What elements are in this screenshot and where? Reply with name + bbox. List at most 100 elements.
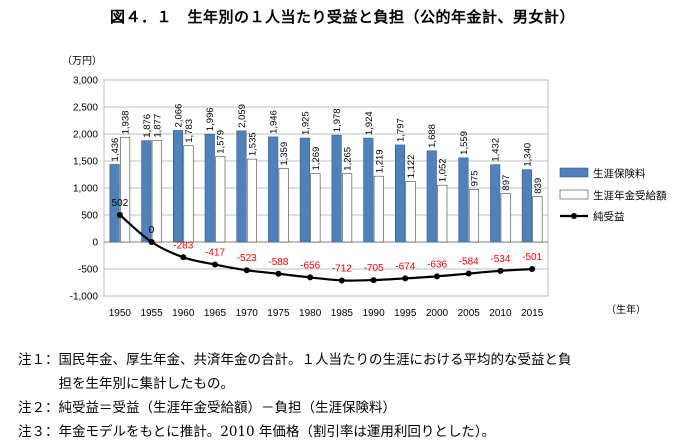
y-tick-label: -500	[78, 265, 98, 276]
legend-swatch-benefit	[559, 189, 589, 200]
net-benefit-point	[370, 277, 377, 284]
bar-premium	[331, 134, 342, 243]
legend-label-benefit: 生涯年金受給額	[593, 189, 667, 202]
bar-benefit	[278, 168, 289, 243]
bar-premium	[236, 130, 247, 243]
x-tick-label: 1970	[236, 308, 259, 319]
legend-label-premium: 生涯保険料	[593, 167, 646, 180]
bar-benefit	[373, 175, 384, 243]
net-benefit-point	[497, 267, 504, 274]
y-tick-label: 2,000	[73, 130, 98, 141]
x-tick-label: 2000	[426, 308, 449, 319]
bar-premium-label: 1,688	[427, 124, 438, 148]
net-benefit-label: -501	[522, 252, 542, 263]
net-benefit-point	[402, 275, 409, 282]
bar-benefit	[151, 140, 162, 243]
net-benefit-label: -588	[268, 257, 288, 268]
bar-premium	[426, 150, 437, 243]
net-benefit-label: -584	[459, 257, 479, 268]
net-benefit-point	[465, 270, 472, 277]
bar-benefit-label: 975	[469, 170, 480, 186]
y-tick-label: 0	[92, 238, 98, 249]
bar-premium	[141, 140, 152, 243]
bar-premium-label: 1,340	[522, 143, 533, 167]
x-tick-label: 1960	[172, 308, 195, 319]
net-benefit-point	[307, 274, 314, 281]
y-tick-label: -1,000	[70, 292, 99, 303]
legend-swatch-premium	[559, 167, 589, 178]
net-benefit-point	[338, 277, 345, 284]
bar-benefit-label: 1,359	[279, 142, 290, 166]
bar-premium-label: 2,066	[174, 104, 185, 128]
note-1-continued: 担を生年別に集計したもの。	[18, 376, 234, 392]
bar-benefit-label: 1,265	[343, 147, 354, 171]
net-benefit-label: -534	[490, 254, 510, 265]
net-benefit-point	[529, 266, 536, 273]
bar-benefit	[215, 156, 226, 243]
bar-benefit-label: 897	[501, 175, 512, 191]
net-benefit-label: -712	[332, 263, 352, 274]
legend-label-net: 純受益	[593, 210, 625, 223]
bar-premium-label: 1,797	[396, 118, 407, 142]
bar-series	[109, 130, 543, 243]
bar-benefit-label: 1,877	[152, 114, 163, 138]
bar-benefit-label: 1,783	[184, 119, 195, 143]
legend-swatch-net-point	[571, 213, 577, 219]
x-tick-label: 1975	[267, 308, 290, 319]
y-axis-ticks: 3,000 2,500 2,000 1,500 1,000 500 0 -500 -1,000	[70, 76, 99, 303]
net-benefit-label: -674	[395, 261, 415, 272]
net-benefit-label: -656	[300, 260, 320, 271]
bar-benefit-label: 1,579	[216, 130, 227, 154]
bar-premium-label: 1,436	[110, 138, 121, 162]
bar-premium-label: 1,559	[459, 131, 470, 155]
bar-premium-label: 1,996	[205, 107, 216, 131]
x-tick-label: 1985	[331, 308, 354, 319]
bar-benefit	[468, 189, 480, 243]
bar-benefit	[405, 181, 416, 243]
bar-benefit	[183, 145, 194, 243]
bar-premium	[458, 157, 469, 243]
x-tick-label: 2010	[489, 308, 512, 319]
bar-benefit-label: 1,269	[311, 147, 322, 171]
bar-premium-label: 1,876	[142, 114, 153, 138]
bar-benefit	[437, 184, 448, 243]
bar-benefit	[532, 196, 543, 243]
y-tick-label: 1,000	[73, 184, 98, 195]
bar-premium	[268, 136, 279, 243]
bar-premium	[172, 130, 184, 243]
chart-title: 図４．１ 生年別の１人当たり受益と負担（公的年金計、男女計）	[110, 8, 576, 26]
net-benefit-point	[275, 270, 282, 277]
net-benefit-point	[148, 239, 155, 245]
bar-benefit-label: 1,122	[406, 155, 417, 179]
note-3: 注３：年金モデルをもとに推計。2010 年価格（割引率は運用利回りとした）。	[18, 424, 496, 440]
bar-premium-label: 1,924	[364, 111, 375, 135]
y-tick-label: 3,000	[73, 76, 98, 87]
x-tick-label: 1990	[362, 308, 385, 319]
x-tick-label: 2005	[458, 308, 481, 319]
x-tick-label: 2015	[521, 308, 544, 319]
bar-premium	[363, 137, 374, 243]
bar-premium-label: 1,925	[300, 111, 311, 135]
note-1: 注１：国民年金、厚生年金、共済年金の合計。１人当たりの生涯における平均的な受益と…	[18, 352, 572, 368]
bar-benefit-label: 1,219	[374, 149, 385, 173]
bar-premium	[204, 133, 215, 243]
net-benefit-point	[212, 261, 218, 268]
x-tick-label: 1950	[109, 308, 132, 319]
chart: （万円） 3,000 2,500 2,000 1,500 1,000 500 0 -500 -1…	[62, 55, 667, 319]
grid-lines	[103, 79, 549, 297]
net-benefit-point	[116, 211, 123, 218]
bar-premium	[394, 144, 406, 243]
net-benefit-label: -636	[427, 259, 447, 270]
net-benefit-line	[116, 211, 536, 284]
bar-premium-label: 1,978	[332, 108, 343, 132]
y-tick-label: 500	[81, 211, 98, 222]
bar-benefit	[500, 193, 511, 243]
net-benefit-labels: 502 0 -283 -417 -523 -588 -656 -712 -705 -674 -636…	[112, 198, 543, 275]
net-benefit-label: 0	[149, 225, 155, 236]
x-axis-ticks: 1950 1955 1960 1965 1970 1975 1980 1985 1990 1995…	[109, 308, 544, 319]
bar-premium-label: 2,059	[237, 104, 248, 128]
net-benefit-point	[434, 273, 440, 280]
bar-premium	[299, 137, 310, 243]
